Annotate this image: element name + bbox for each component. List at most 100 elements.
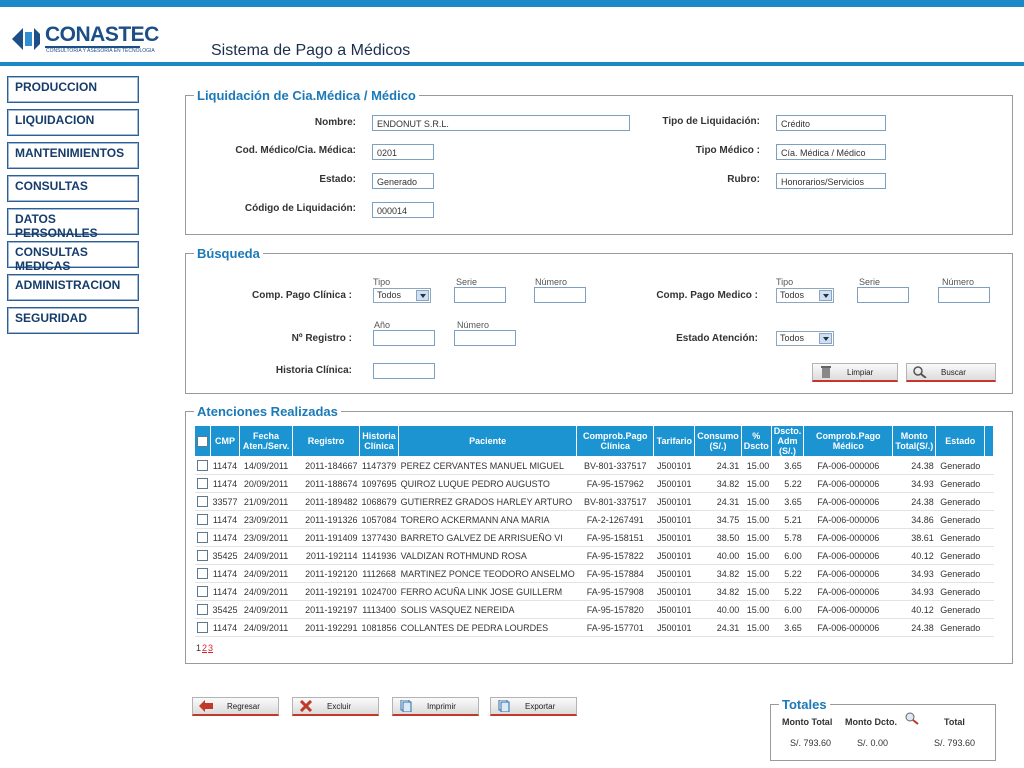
menu-item-liquidacion[interactable]: LIQUIDACION: [7, 109, 139, 136]
table-cell: BV-801-337517: [576, 492, 654, 511]
comp-clinica-numero-input[interactable]: [534, 287, 586, 303]
comp-medico-numero-input[interactable]: [938, 287, 990, 303]
select-all-checkbox[interactable]: [197, 435, 208, 447]
col-paciente[interactable]: Paciente: [398, 425, 578, 457]
table-row[interactable]: 11474 20/09/2011 2011-188674 1097695 QUIROZ …: [194, 474, 994, 493]
registro-anio-input[interactable]: [373, 330, 435, 346]
row-checkbox[interactable]: [197, 604, 208, 616]
menu-item-administracion[interactable]: ADMINISTRACION: [7, 274, 139, 301]
estado-field[interactable]: Generado: [372, 173, 434, 189]
table-cell: J500101: [653, 474, 695, 493]
tipo-liquidacion-field[interactable]: Crédito: [776, 115, 886, 131]
tipo-sublabel: Tipo: [776, 277, 794, 287]
comp-clinica-tipo-select[interactable]: Todos: [373, 288, 431, 303]
page-link[interactable]: 2: [202, 643, 208, 653]
historia-clinica-input[interactable]: [373, 363, 435, 379]
table-cell: 3.65: [771, 618, 804, 637]
row-checkbox[interactable]: [197, 478, 208, 490]
table-cell: PEREZ CERVANTES MANUEL MIGUEL: [398, 456, 577, 475]
table-cell: J500101: [653, 528, 695, 547]
table-cell: 34.93: [892, 564, 936, 583]
row-checkbox[interactable]: [197, 514, 208, 526]
cod-medico-field[interactable]: 0201: [372, 144, 434, 160]
row-checkbox[interactable]: [197, 550, 208, 562]
registro-numero-input[interactable]: [454, 330, 516, 346]
page-link[interactable]: 1: [196, 643, 202, 653]
table-row[interactable]: 11474 23/09/2011 2011-191326 1057084 TORERO …: [194, 510, 994, 529]
table-row[interactable]: 35425 24/09/2011 2011-192197 1113400 SOLIS V…: [194, 600, 994, 619]
table-cell: 15.00: [741, 528, 772, 547]
codigo-liquidacion-field[interactable]: 000014: [372, 202, 434, 218]
col-consumo[interactable]: Consumo (S/.): [694, 425, 742, 457]
table-cell: FERRO ACUÑA LINK JOSE GUILLERM: [398, 582, 577, 601]
limpiar-button[interactable]: Limpiar: [812, 363, 898, 382]
col-monto-total[interactable]: Monto Total(S/.): [892, 425, 937, 457]
row-checkbox[interactable]: [197, 568, 208, 580]
table-cell: Generado: [935, 492, 985, 511]
table-cell: 24/09/2011: [239, 582, 293, 601]
table-cell: SOLIS VASQUEZ NEREIDA: [398, 600, 577, 619]
menu-item-consultas-medicas[interactable]: CONSULTAS MEDICAS: [7, 241, 139, 273]
col-dscto-adm[interactable]: Dscto. Adm (S/.): [770, 425, 805, 457]
menu-item-seguridad[interactable]: SEGURIDAD: [7, 307, 139, 334]
exportar-button[interactable]: Exportar: [490, 697, 577, 716]
logo-icon: [12, 28, 40, 50]
pagination: 123: [196, 643, 214, 653]
table-cell: 38.61: [892, 528, 936, 547]
comp-medico-serie-input[interactable]: [857, 287, 909, 303]
col-fecha[interactable]: Fecha Aten./Serv.: [239, 425, 294, 457]
table-cell: FA-95-157701: [576, 618, 654, 637]
col-cmp[interactable]: CMP: [209, 425, 241, 457]
table-cell: FA-95-158151: [576, 528, 654, 547]
col-historia[interactable]: Historia Clínica: [359, 425, 400, 457]
table-cell: J500101: [653, 564, 695, 583]
col-estado[interactable]: Estado: [935, 425, 986, 457]
comp-medico-tipo-select[interactable]: Todos: [776, 288, 834, 303]
col-comprob-clinica[interactable]: Comprob.Pago Clínica: [576, 425, 655, 457]
table-cell: 24/09/2011: [239, 546, 293, 565]
col-tarifario[interactable]: Tarifario: [653, 425, 696, 457]
regresar-button[interactable]: Regresar: [192, 697, 279, 716]
table-row[interactable]: 11474 24/09/2011 2011-192191 1024700 FERRO A…: [194, 582, 994, 601]
row-checkbox[interactable]: [197, 586, 208, 598]
row-checkbox[interactable]: [197, 532, 208, 544]
page-title: Sistema de Pago a Médicos: [211, 42, 411, 59]
table-cell: 15.00: [741, 474, 772, 493]
tipo-medico-field[interactable]: Cía. Médica / Médico: [776, 144, 886, 160]
row-checkbox[interactable]: [197, 622, 208, 634]
page-link[interactable]: 3: [208, 643, 214, 653]
col-comprob-medico[interactable]: Comprob.Pago Médico: [803, 425, 894, 457]
magnifier-icon[interactable]: [904, 711, 920, 725]
table-cell: 3.65: [771, 492, 804, 511]
numero-sublabel: Número: [942, 277, 975, 287]
row-checkbox[interactable]: [197, 496, 208, 508]
menu-item-datos-personales[interactable]: DATOS PERSONALES: [7, 208, 139, 240]
table-row[interactable]: 11474 14/09/2011 2011-184667 1147379 PEREZ C…: [194, 456, 994, 475]
comp-clinica-serie-input[interactable]: [454, 287, 506, 303]
buscar-button[interactable]: Buscar: [906, 363, 996, 382]
table-row[interactable]: 11474 24/09/2011 2011-192291 1081856 COLLANT…: [194, 618, 994, 637]
table-row[interactable]: 11474 24/09/2011 2011-192120 1112668 MARTINE…: [194, 564, 994, 583]
document-icon: [400, 700, 412, 712]
col-dscto[interactable]: % Dscto: [740, 425, 772, 457]
table-row[interactable]: 35425 24/09/2011 2011-192114 1141936 VALDIZA…: [194, 546, 994, 565]
col-registro[interactable]: Registro: [292, 425, 361, 457]
table-cell: 15.00: [741, 600, 772, 619]
table-cell: J500101: [653, 600, 695, 619]
nombre-field[interactable]: ENDONUT S.R.L.: [372, 115, 630, 131]
row-checkbox[interactable]: [197, 460, 208, 472]
table-cell: J500101: [653, 618, 695, 637]
table-cell: 40.00: [694, 600, 742, 619]
table-row[interactable]: 11474 23/09/2011 2011-191409 1377430 BARRETO…: [194, 528, 994, 547]
sidebar-menu: PRODUCCION LIQUIDACION MANTENIMIENTOS CO…: [7, 76, 139, 340]
imprimir-button[interactable]: Imprimir: [392, 697, 479, 716]
estado-atencion-select[interactable]: Todos: [776, 331, 834, 346]
rubro-field[interactable]: Honorarios/Servicios: [776, 173, 886, 189]
menu-item-consultas[interactable]: CONSULTAS: [7, 175, 139, 202]
menu-item-mantenimientos[interactable]: MANTENIMIENTOS: [7, 142, 139, 169]
monto-total-label: Monto Total: [782, 717, 833, 727]
menu-item-produccion[interactable]: PRODUCCION: [7, 76, 139, 103]
historia-clinica-label: Historia Clínica:: [275, 365, 352, 376]
excluir-button[interactable]: Excluir: [292, 697, 379, 716]
table-row[interactable]: 33577 21/09/2011 2011-189482 1068679 GUTIERR…: [194, 492, 994, 511]
